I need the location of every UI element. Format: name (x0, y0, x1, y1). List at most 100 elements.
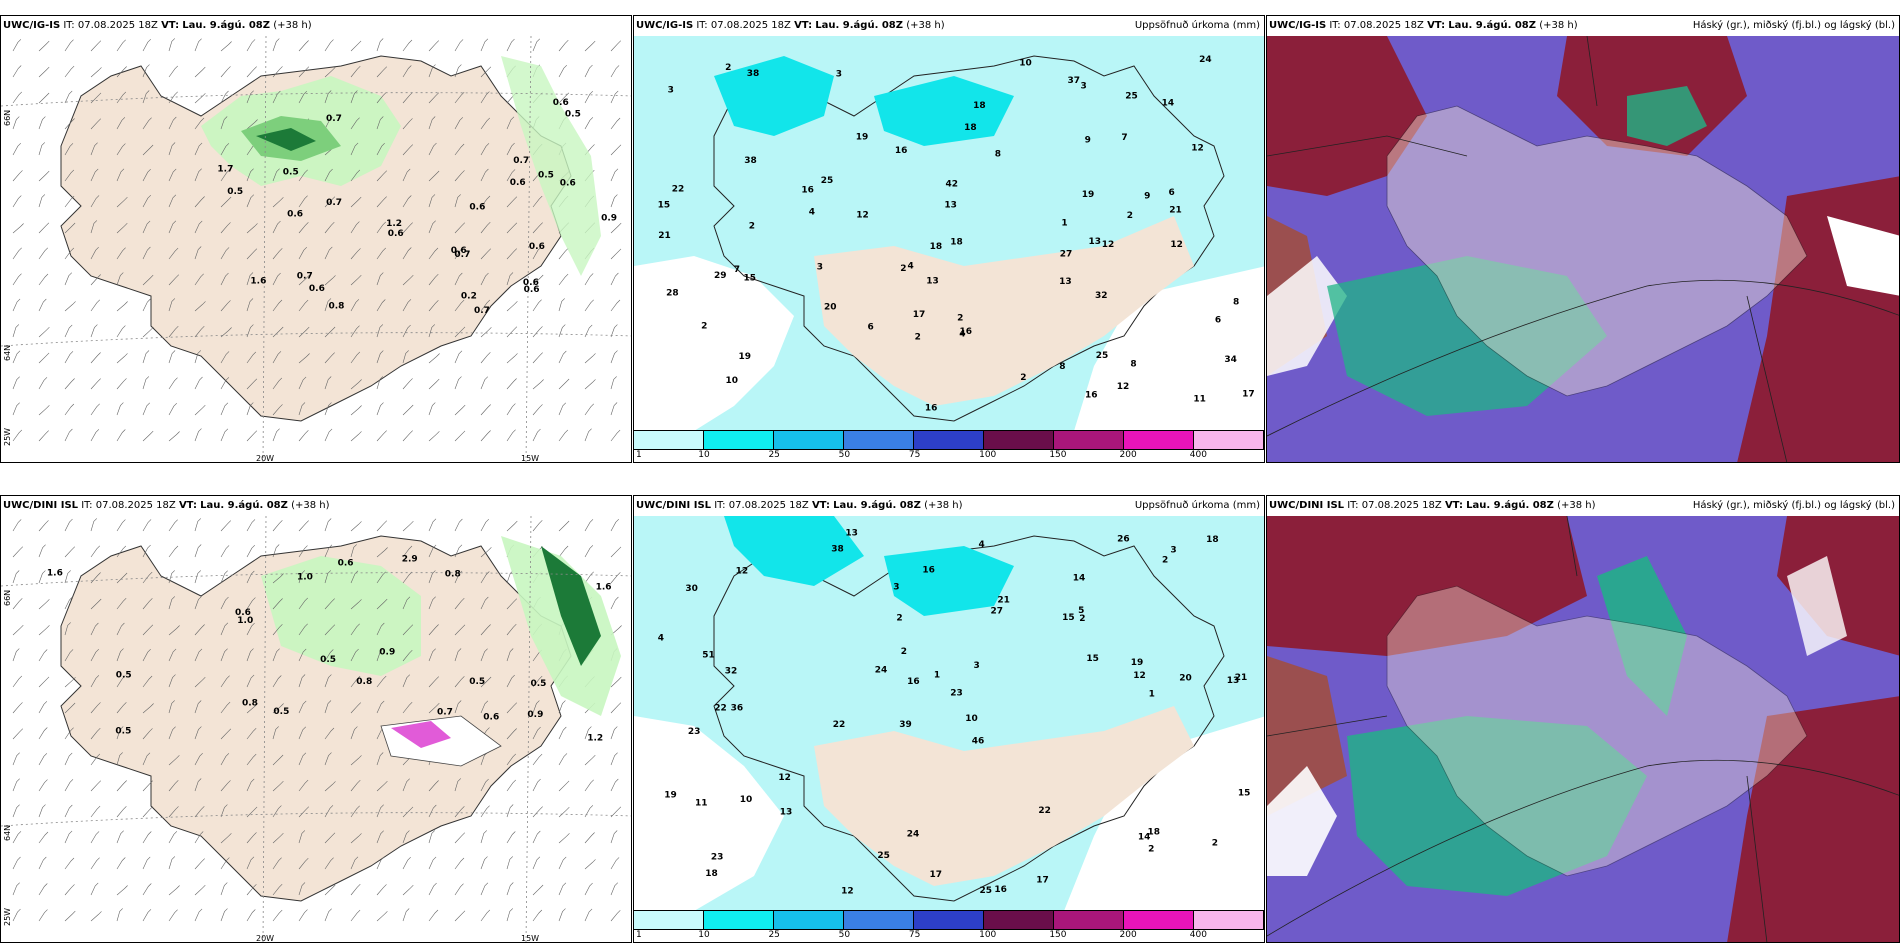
wind-barb (428, 402, 436, 416)
map-value-label: 4 (908, 261, 914, 271)
wind-barb (90, 702, 101, 714)
wind-barb (454, 272, 463, 286)
wind-barb (168, 325, 179, 338)
map-value-label: 10 (740, 795, 753, 805)
wind-barb (168, 648, 177, 662)
wind-barb (220, 570, 228, 584)
wind-barb (480, 856, 488, 870)
wind-barb (90, 142, 98, 156)
wind-barb (38, 326, 50, 338)
wind-barb (246, 223, 258, 234)
wind-barb (402, 596, 411, 610)
map-value-label: 0.5 (116, 671, 132, 681)
legend-swatch (634, 911, 704, 929)
map-value-label: 20 (824, 302, 837, 312)
wind-barb (298, 299, 309, 312)
wind-barb (428, 909, 439, 922)
legend-swatch (1054, 911, 1124, 929)
clear-area (1827, 216, 1899, 296)
wind-barb (610, 830, 618, 844)
wind-barb (558, 545, 569, 558)
heavy-precip-area (714, 56, 834, 136)
wind-values: 0.70.70.70.5 0.50.20.90.70.60.61.61.71.20… (217, 98, 617, 316)
it-label: IT: (714, 500, 726, 511)
map-value-label: 0.6 (529, 242, 545, 252)
wind-barb (90, 67, 102, 78)
wind-barb (324, 674, 332, 688)
map-value-label: 15 (744, 273, 757, 283)
panel-row1-wind: UWC/IG-IS IT: 07.08.2025 18Z VT: Lau. 9.… (0, 15, 632, 463)
wind-barb (168, 402, 178, 416)
legend-swatch (844, 911, 914, 929)
wind-barb (350, 909, 361, 922)
wind-barb (454, 222, 466, 234)
wind-barb (90, 92, 102, 104)
it-label: IT: (63, 20, 75, 31)
wind-barb (272, 832, 284, 844)
wind-barb (428, 92, 440, 104)
wind-barb (350, 521, 362, 532)
map-value-label: 0.5 (469, 677, 485, 687)
wind-barb (272, 428, 280, 442)
wind-barb (402, 144, 414, 156)
wind-barb (272, 197, 284, 208)
wind-barb (402, 222, 413, 234)
map-value-label: 8 (995, 149, 1001, 159)
wind-barb (610, 596, 619, 610)
wind-barb (584, 40, 596, 52)
wind-barb (402, 778, 410, 792)
wind-barb (376, 700, 385, 714)
wind-barb (480, 248, 492, 260)
map-value-label: 0.5 (320, 655, 336, 665)
wind-barb (558, 856, 567, 870)
wind-barb (428, 856, 437, 870)
wind-barb (38, 676, 50, 688)
map-value-label: 0.9 (379, 648, 395, 658)
vt-label: VT: (161, 20, 180, 31)
wind-barb (12, 116, 20, 130)
map-value-label: 22 (833, 720, 846, 730)
panel-header: UWC/DINI ISL IT: 07.08.2025 18Z VT: Lau.… (634, 496, 1264, 516)
wind-barb (402, 299, 412, 312)
wind-barb (142, 194, 152, 208)
wind-barb (610, 65, 620, 78)
map-value-label: 0.6 (523, 278, 539, 288)
wind-barb (298, 648, 307, 662)
map-value-label: 13 (845, 529, 858, 539)
wind-barb (480, 376, 489, 390)
wind-barb (298, 909, 308, 922)
wind-barb (168, 545, 179, 558)
map-value-label: 0.5 (273, 707, 289, 717)
wind-barb (610, 726, 618, 740)
wind-barb (272, 703, 284, 714)
wind-barb (506, 520, 518, 532)
wind-barb (428, 780, 439, 792)
wind-barb (532, 806, 543, 818)
wind-barb (324, 402, 332, 416)
wind-barb (350, 40, 362, 52)
wind-barb (454, 64, 462, 78)
wind-barb (454, 648, 462, 662)
wind-barb (350, 351, 361, 364)
vt-value: Lau. 9.ágú. 08Z (815, 20, 904, 31)
wind-barb (428, 300, 439, 312)
map-value-label: 51 (702, 650, 715, 660)
map-value-label: 18 (964, 123, 977, 133)
wind-barb (506, 142, 515, 156)
wind-barb (532, 247, 542, 260)
legend-ticks: 1 10 25 50 75 100 150 200 400 (634, 450, 1264, 462)
wind-barb (220, 300, 231, 312)
wind-barb (246, 778, 255, 792)
wind-barb (376, 66, 388, 78)
wind-barb (480, 805, 490, 818)
map-value-label: 17 (930, 870, 943, 880)
wind-barb (194, 858, 205, 870)
wind-barb (142, 168, 151, 182)
wind-barb (116, 247, 126, 260)
map-value-label: 2 (896, 613, 902, 623)
wind-barb (454, 910, 466, 922)
wind-barb (610, 194, 618, 208)
wind-barb (246, 909, 256, 922)
map-value-label: 21 (1169, 205, 1182, 215)
map-value-label: 2 (1148, 845, 1154, 855)
